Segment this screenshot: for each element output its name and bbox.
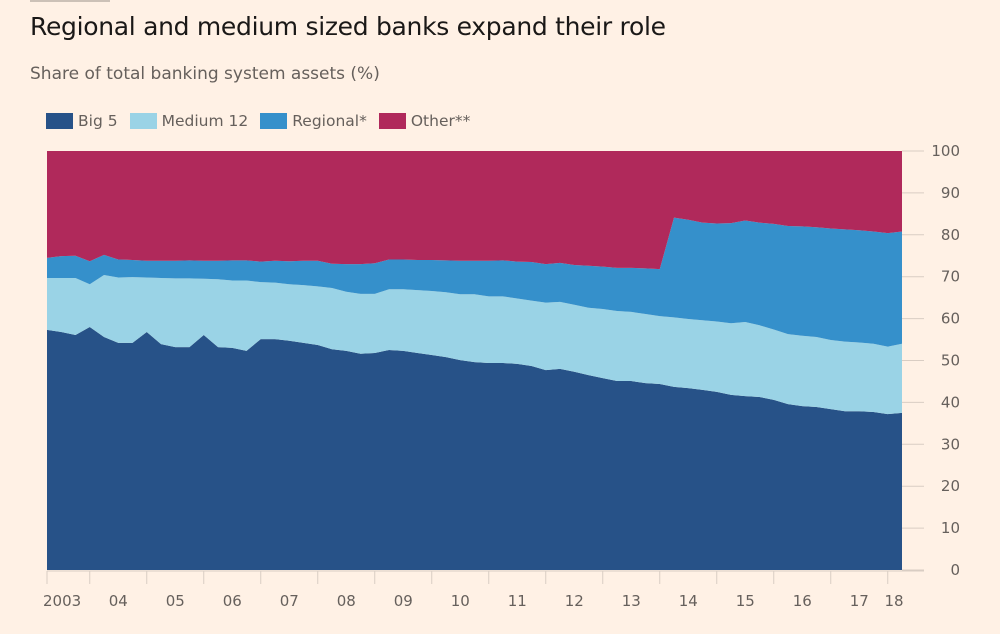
chart-subtitle: Share of total banking system assets (%) bbox=[30, 64, 380, 84]
legend-item-medium12: Medium 12 bbox=[129, 112, 249, 130]
x-tick-label: 12 bbox=[565, 592, 584, 610]
legend-label-big5: Big 5 bbox=[78, 112, 118, 130]
y-tick-label: 70 bbox=[941, 268, 960, 286]
x-tick-label: 14 bbox=[679, 592, 698, 610]
x-tick-label: 06 bbox=[223, 592, 242, 610]
legend-item-other: Other** bbox=[378, 112, 471, 130]
legend-swatch-medium12 bbox=[129, 113, 157, 129]
legend-item-big5: Big 5 bbox=[46, 112, 118, 130]
legend-label-regional: Regional* bbox=[292, 112, 367, 130]
x-tick-label: 13 bbox=[622, 592, 641, 610]
y-tick-label: 0 bbox=[950, 561, 960, 579]
y-tick-label: 60 bbox=[941, 310, 960, 328]
y-tick-label: 30 bbox=[941, 435, 960, 453]
area-medium-12 bbox=[47, 275, 902, 415]
top-rule bbox=[30, 0, 110, 2]
y-tick-label: 40 bbox=[941, 393, 960, 411]
x-tick-label: 18 bbox=[884, 592, 903, 610]
x-tick-label: 07 bbox=[280, 592, 299, 610]
legend-swatch-big5 bbox=[46, 113, 73, 129]
x-tick-label: 09 bbox=[394, 592, 413, 610]
area-other bbox=[47, 151, 902, 270]
x-tick-label: 17 bbox=[850, 592, 869, 610]
area-big-5 bbox=[47, 326, 902, 570]
y-tick-label: 10 bbox=[941, 519, 960, 537]
x-tick-label: 2003 bbox=[43, 592, 81, 610]
legend: Big 5 Medium 12 Regional* Other** bbox=[46, 112, 482, 130]
x-tick-label: 16 bbox=[793, 592, 812, 610]
x-tick-label: 11 bbox=[508, 592, 527, 610]
x-tick-label: 15 bbox=[736, 592, 755, 610]
legend-item-regional: Regional* bbox=[260, 112, 367, 130]
x-tick-label: 10 bbox=[451, 592, 470, 610]
y-tick-label: 50 bbox=[941, 352, 960, 370]
x-tick-label: 05 bbox=[166, 592, 185, 610]
y-tick-label: 100 bbox=[931, 142, 960, 160]
y-tick-label: 90 bbox=[941, 184, 960, 202]
legend-swatch-regional bbox=[260, 113, 288, 129]
y-tick-label: 20 bbox=[941, 477, 960, 495]
y-tick-label: 80 bbox=[941, 226, 960, 244]
legend-label-other: Other** bbox=[410, 112, 471, 130]
x-tick-label: 08 bbox=[337, 592, 356, 610]
chart-title: Regional and medium sized banks expand t… bbox=[30, 12, 666, 41]
legend-swatch-other bbox=[378, 113, 406, 129]
legend-label-medium12: Medium 12 bbox=[161, 112, 249, 130]
x-tick-label: 04 bbox=[109, 592, 128, 610]
area-regional bbox=[47, 217, 902, 347]
